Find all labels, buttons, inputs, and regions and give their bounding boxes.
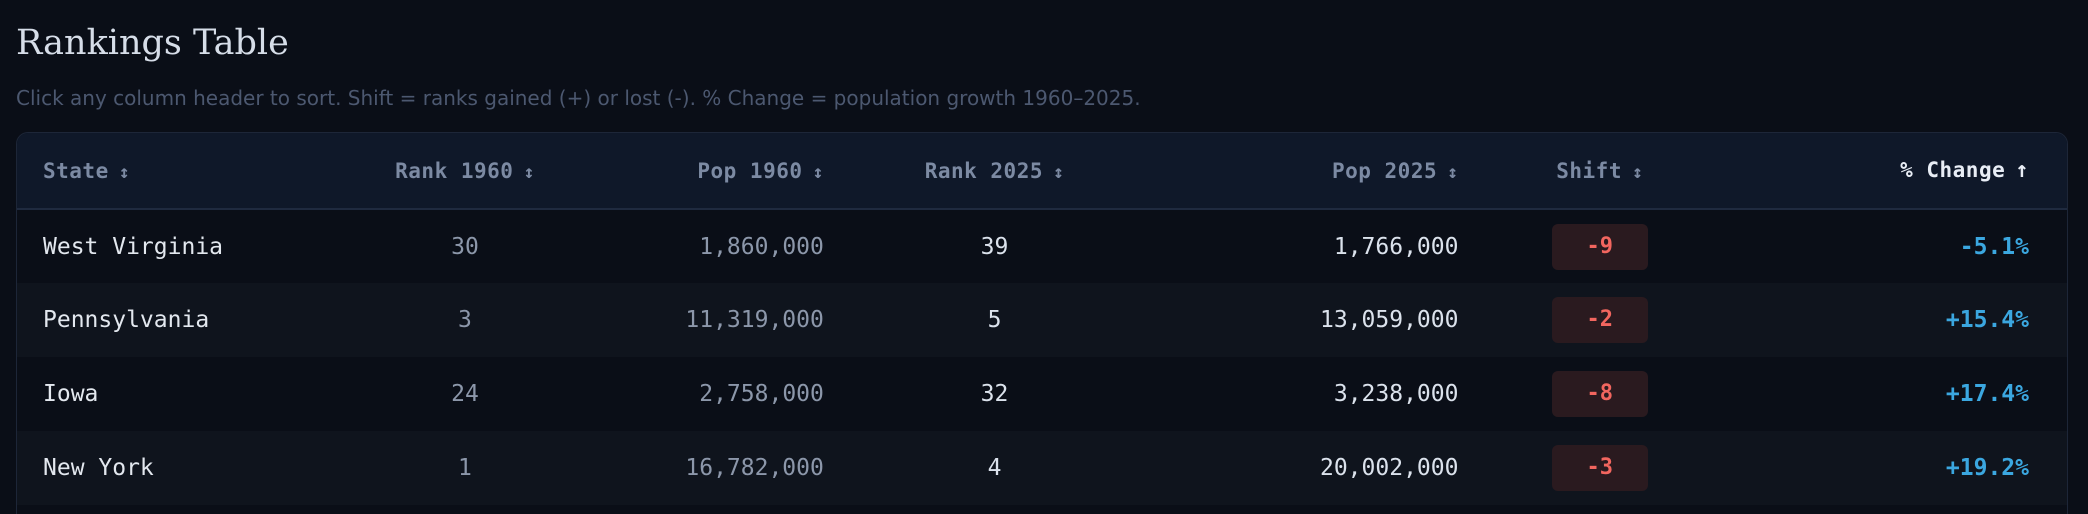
- table-row: Iowa 24 2,758,000 32 3,238,000 -8 +17.4%: [17, 357, 2067, 431]
- cell-rank-1960: 24: [451, 381, 479, 407]
- cell-rank-1960: 30: [451, 233, 479, 260]
- cell-pop-2025: 3,238,000: [1333, 381, 1459, 407]
- sort-both-icon: ↕: [118, 161, 131, 183]
- cell-shift: -9: [1466, 209, 1733, 283]
- header-pop-2025[interactable]: Pop 2025 ↕: [1157, 133, 1466, 209]
- sort-both-icon: ↕: [812, 161, 824, 183]
- header-change-label: % Change: [1900, 158, 2006, 182]
- header-pop-1960[interactable]: Pop 1960 ↕: [578, 133, 832, 209]
- sort-both-icon: ↕: [1631, 161, 1644, 183]
- cell-pop-2025: 1,766,000: [1333, 233, 1459, 260]
- cell-rank-2025: 32: [980, 381, 1009, 407]
- table-row: West Virginia 30 1,860,000 39 1,766,000 …: [17, 209, 2067, 283]
- table-row: Pennsylvania 3 11,319,000 5 13,059,000 -…: [17, 283, 2067, 357]
- cell-pop-2025: 13,059,000: [1319, 307, 1459, 333]
- cell-pop-1960: 16,782,000: [685, 455, 824, 481]
- cell-rank-1960: 3: [458, 307, 472, 333]
- header-state-label: State: [43, 158, 109, 183]
- header-state[interactable]: State ↕: [17, 133, 352, 209]
- cell-rank-2025: 39: [980, 233, 1009, 260]
- shift-badge: -8: [1551, 371, 1648, 417]
- page-subtitle: Click any column header to sort. Shift =…: [16, 86, 1141, 110]
- header-pop-2025-label: Pop 2025: [1331, 158, 1438, 183]
- cell-pop-2025: 20,002,000: [1319, 455, 1459, 481]
- cell-change: +19.2%: [1945, 455, 2029, 481]
- cell-shift: -2: [1466, 283, 1733, 357]
- cell-rank-1960: 1: [458, 455, 472, 481]
- cell-change: +15.4%: [1945, 307, 2029, 333]
- table-header-row: State ↕ Rank 1960 ↕ Pop 1960 ↕ Rank 2025 ↕ P…: [17, 133, 2067, 209]
- shift-badge: -9: [1551, 223, 1648, 270]
- header-shift-label: Shift: [1556, 158, 1622, 183]
- shift-badge: -3: [1551, 445, 1648, 491]
- cell-shift: -3: [1466, 431, 1733, 505]
- cell-rank-2025: 5: [987, 307, 1002, 333]
- cell-state: Iowa: [43, 381, 99, 407]
- sort-both-icon: ↕: [1447, 161, 1459, 183]
- rankings-table: State ↕ Rank 1960 ↕ Pop 1960 ↕ Rank 2025 ↕ P…: [17, 133, 2067, 505]
- cell-pop-1960: 2,758,000: [699, 381, 824, 407]
- header-rank-1960-label: Rank 1960: [395, 158, 514, 183]
- sort-both-icon: ↕: [1052, 161, 1065, 183]
- table-row: New York 1 16,782,000 4 20,002,000 -3 +1…: [17, 431, 2067, 505]
- cell-change: -5.1%: [1959, 233, 2029, 260]
- cell-state: Pennsylvania: [43, 307, 210, 333]
- header-pop-1960-label: Pop 1960: [697, 158, 803, 183]
- page-title: Rankings Table: [16, 23, 289, 63]
- sort-both-icon: ↕: [523, 161, 535, 183]
- cell-shift: -8: [1466, 357, 1733, 431]
- sort-ascending-icon: ↑: [2015, 158, 2029, 183]
- cell-rank-2025: 4: [987, 455, 1002, 481]
- shift-badge: -2: [1551, 297, 1648, 343]
- header-change[interactable]: % Change ↑: [1733, 133, 2067, 209]
- cell-pop-1960: 1,860,000: [699, 233, 824, 260]
- cell-pop-1960: 11,319,000: [685, 307, 824, 333]
- header-rank-2025[interactable]: Rank 2025 ↕: [832, 133, 1157, 209]
- cell-change: +17.4%: [1945, 381, 2029, 407]
- cell-state: New York: [43, 455, 154, 481]
- rankings-table-container: State ↕ Rank 1960 ↕ Pop 1960 ↕ Rank 2025 ↕ P…: [16, 132, 2068, 514]
- header-rank-2025-label: Rank 2025: [924, 158, 1043, 183]
- cell-state: West Virginia: [43, 233, 224, 260]
- header-shift[interactable]: Shift ↕: [1466, 133, 1733, 209]
- header-rank-1960[interactable]: Rank 1960 ↕: [352, 133, 578, 209]
